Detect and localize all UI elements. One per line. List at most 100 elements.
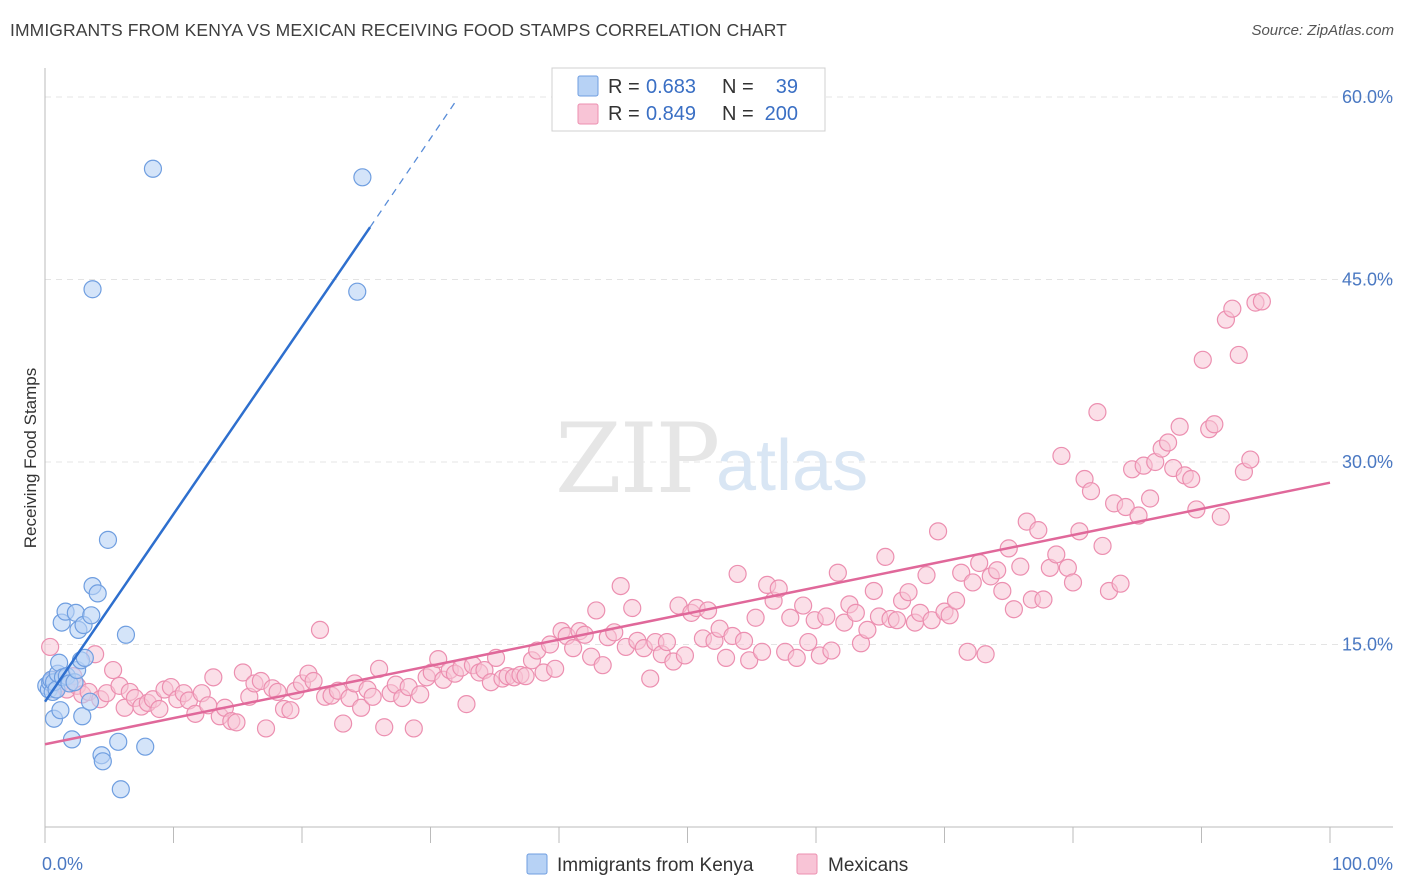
kenya-point (73, 707, 92, 726)
kenya-point (82, 606, 101, 625)
stats-legend: R = 0.683 N = 39 R = 0.849 N = 200 (551, 67, 826, 132)
mexican-point (411, 685, 430, 704)
mexican-point (546, 659, 565, 678)
mexican-point (746, 608, 765, 627)
kenya-trendline-extension (369, 100, 457, 228)
mexican-n-value: 200 (765, 103, 798, 125)
mexican-trendline (44, 481, 1331, 746)
kenya-point (353, 168, 372, 187)
mexican-point (675, 646, 695, 665)
kenya-n-label: N = (722, 76, 754, 98)
mexican-point (1004, 600, 1023, 619)
mexican-point (1211, 507, 1230, 526)
mexican-point (1034, 590, 1053, 609)
kenya-trendline (43, 226, 372, 703)
kenya-n-value: 39 (776, 76, 798, 98)
kenya-point (93, 752, 112, 771)
y-axis-title: Receiving Food Stamps (21, 368, 40, 548)
mexican-point (734, 631, 754, 650)
mexican-point (822, 641, 841, 660)
mexican-point (1111, 574, 1130, 593)
mexican-point (1063, 573, 1083, 592)
mexican-point (593, 656, 612, 675)
mexican-point (752, 642, 772, 661)
kenya-point (80, 692, 100, 711)
mexican-point (716, 648, 736, 667)
mexican-point (728, 564, 747, 584)
watermark-zip: ZIP (555, 403, 718, 515)
mexican-r-label: R = (608, 103, 640, 125)
mexican-point (794, 596, 813, 615)
mexican-n-label: N = (722, 103, 754, 125)
mexican-point (864, 581, 883, 601)
mexican-point (1182, 469, 1201, 489)
legend-mexican-label: Mexicans (828, 855, 908, 876)
mexican-point (150, 699, 169, 719)
mexican-point (799, 632, 818, 652)
mexican-point (457, 695, 476, 714)
mexican-point (828, 563, 847, 582)
y-tick-label-2: 45.0% (1342, 270, 1393, 290)
y-tick-label-1: 30.0% (1342, 452, 1393, 472)
kenya-point (98, 530, 118, 549)
mexican-r-value: 0.849 (646, 103, 696, 125)
mexican-point (1170, 417, 1189, 436)
kenya-point (83, 280, 102, 299)
x-tick-labels: 0.0% 100.0% (42, 854, 1393, 874)
kenya-point (111, 780, 130, 799)
watermark: ZIP atlas (555, 403, 868, 515)
kenya-points (37, 159, 372, 799)
kenya-point (51, 701, 70, 720)
mexican-points (41, 292, 1271, 738)
mexican-point (641, 669, 660, 688)
mexican-point (1088, 403, 1107, 422)
mexican-point (363, 687, 382, 706)
kenya-point (109, 732, 128, 751)
mexican-point (846, 603, 865, 622)
kenya-swatch (577, 75, 599, 97)
y-tick-label-0: 15.0% (1342, 635, 1393, 655)
mexican-point (1223, 299, 1242, 318)
mexican-point (404, 719, 423, 738)
mexican-point (1158, 433, 1178, 452)
kenya-r-label: R = (608, 76, 640, 98)
mexican-point (858, 620, 877, 640)
trendlines (43, 100, 1331, 746)
kenya-point (88, 584, 107, 603)
mexican-point (817, 607, 836, 626)
watermark-atlas: atlas (716, 426, 868, 506)
mexican-point (963, 573, 982, 592)
mexican-point (958, 642, 977, 661)
mexican-point (256, 719, 276, 738)
mexican-point (952, 563, 971, 582)
mexican-point (1093, 536, 1112, 556)
mexican-point (304, 671, 323, 691)
source-credit: Source: ZipAtlas.com (1251, 22, 1394, 39)
mexican-point (204, 668, 223, 687)
mexican-swatch (577, 103, 599, 125)
y-tick-label-3: 60.0% (1342, 87, 1393, 107)
legend-kenya-swatch (526, 853, 548, 875)
mexican-point (988, 561, 1007, 580)
mexican-point (233, 663, 252, 682)
mexican-point (787, 648, 806, 667)
mexican-point (227, 713, 246, 732)
mexican-point (104, 660, 123, 680)
mexican-point (281, 701, 300, 720)
mexican-point (587, 601, 606, 620)
mexican-point (1081, 482, 1101, 501)
mexican-point (1193, 350, 1212, 369)
mexican-point (375, 718, 394, 737)
x-tick-label-start: 0.0% (42, 854, 83, 874)
mexican-point (887, 611, 907, 630)
mexican-point (1241, 450, 1260, 469)
mexican-point (310, 620, 330, 640)
mexican-point (1052, 446, 1071, 466)
legend-kenya-label: Immigrants from Kenya (557, 855, 754, 876)
kenya-r-value: 0.683 (646, 76, 696, 98)
mexican-point (623, 598, 642, 618)
legend-mexican-swatch (796, 853, 818, 875)
mexican-point (928, 522, 948, 541)
mexican-point (1229, 345, 1248, 365)
x-tick-label-end: 100.0% (1332, 854, 1393, 874)
